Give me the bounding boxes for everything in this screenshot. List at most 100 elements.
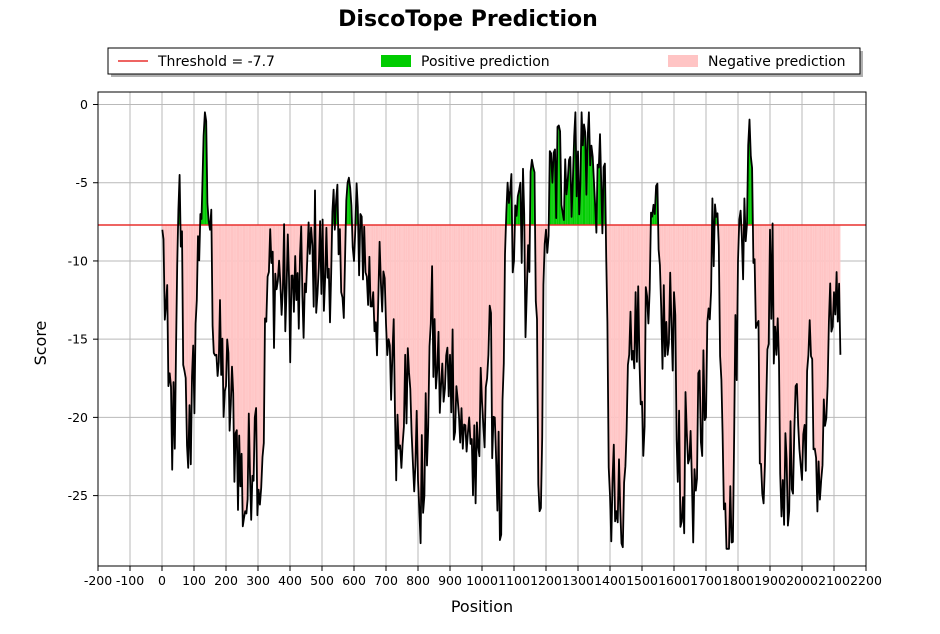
negative-fill	[466, 224, 468, 452]
negative-fill	[633, 224, 635, 369]
negative-fill	[640, 224, 642, 405]
x-axis-label: Position	[451, 597, 513, 616]
chart-title: DiscoTope Prediction	[338, 7, 598, 32]
negative-fill	[464, 224, 466, 426]
negative-fill	[216, 224, 218, 377]
negative-fill	[184, 224, 186, 378]
negative-fill	[814, 224, 817, 458]
y-tick-label: -10	[68, 253, 88, 268]
negative-fill	[493, 224, 495, 418]
negative-fill	[407, 224, 410, 373]
negative-fill	[621, 224, 623, 548]
negative-fill	[791, 224, 794, 494]
negative-fill	[499, 224, 502, 541]
negative-fill	[227, 224, 229, 353]
negative-fill	[169, 224, 171, 387]
negative-fill	[435, 224, 438, 389]
negative-fill	[693, 224, 695, 543]
negative-fill	[627, 224, 630, 365]
negative-fill	[642, 224, 644, 456]
negative-fill	[825, 224, 827, 426]
negative-fill	[817, 224, 819, 512]
negative-fill	[415, 224, 417, 466]
negative-fill	[476, 224, 479, 447]
negative-fill	[681, 224, 683, 522]
x-tick-label: 100	[182, 573, 206, 588]
x-tick-label: -200	[84, 573, 112, 588]
negative-fill	[489, 224, 491, 313]
negative-fill	[224, 224, 226, 392]
x-tick-label: 1700	[690, 573, 722, 588]
negative-fill	[800, 224, 802, 480]
negative-fill	[414, 224, 416, 492]
score-line	[161, 111, 842, 550]
negative-fill	[622, 224, 625, 548]
x-tick-label: 500	[310, 573, 334, 588]
negative-fill	[610, 224, 612, 542]
negative-fill	[371, 224, 374, 307]
negative-fill	[795, 224, 797, 387]
negative-fill	[418, 224, 420, 510]
negative-fill	[229, 224, 231, 431]
x-tick-label: 2100	[818, 573, 850, 588]
negative-fill	[478, 224, 480, 457]
negative-fill	[781, 224, 783, 517]
legend-marker	[668, 55, 698, 67]
negative-fill	[444, 224, 447, 389]
negative-fill	[186, 224, 189, 468]
negative-fill	[624, 224, 626, 483]
negative-fill	[455, 224, 457, 432]
negative-fill	[730, 224, 732, 543]
x-tick-label: 1100	[498, 573, 530, 588]
negative-fill	[782, 224, 785, 525]
negative-fill	[819, 224, 822, 500]
negative-fill	[762, 224, 764, 504]
negative-fill	[682, 224, 685, 534]
legend-box	[107, 47, 861, 75]
x-tick-label: 900	[438, 573, 462, 588]
negative-fill	[686, 224, 689, 464]
negative-fill	[446, 224, 448, 356]
negative-fill	[725, 224, 727, 549]
negative-fill	[680, 224, 682, 527]
x-tick-label: 1900	[754, 573, 786, 588]
negative-fill	[731, 224, 733, 543]
negative-fill	[412, 224, 415, 492]
negative-fill	[439, 224, 442, 413]
y-tick-label: -15	[68, 332, 88, 347]
negative-fill	[803, 224, 805, 435]
negative-fill	[821, 224, 823, 480]
negative-fill	[615, 224, 617, 522]
negative-fill	[419, 224, 421, 544]
x-tick-label: 2000	[786, 573, 818, 588]
negative-fill	[496, 224, 498, 511]
negative-fill	[465, 224, 467, 452]
negative-fill	[383, 224, 385, 279]
positive-fill	[531, 159, 534, 225]
negative-fill	[617, 224, 619, 523]
negative-fill	[443, 224, 445, 402]
negative-fill	[469, 224, 471, 444]
negative-fill	[794, 224, 796, 432]
x-tick-label: 1000	[466, 573, 498, 588]
negative-fill	[823, 224, 826, 426]
x-tick-label: 400	[278, 573, 302, 588]
x-tick-label: 2200	[850, 573, 882, 588]
negative-fill	[241, 224, 243, 527]
negative-fill	[374, 224, 376, 332]
negative-fill	[813, 224, 815, 450]
negative-fill	[410, 224, 412, 434]
negative-fill	[257, 224, 259, 516]
negative-fill	[775, 224, 777, 355]
negative-fill	[291, 224, 293, 276]
negative-fill	[689, 224, 691, 459]
negative-fill	[248, 224, 250, 475]
negative-fill	[611, 224, 613, 542]
negative-fill	[240, 224, 242, 487]
negative-fill	[631, 224, 634, 360]
negative-fill	[462, 224, 465, 449]
x-tick-label: 1400	[594, 573, 626, 588]
negative-fill	[397, 224, 399, 449]
y-tick-label: 0	[80, 97, 88, 112]
